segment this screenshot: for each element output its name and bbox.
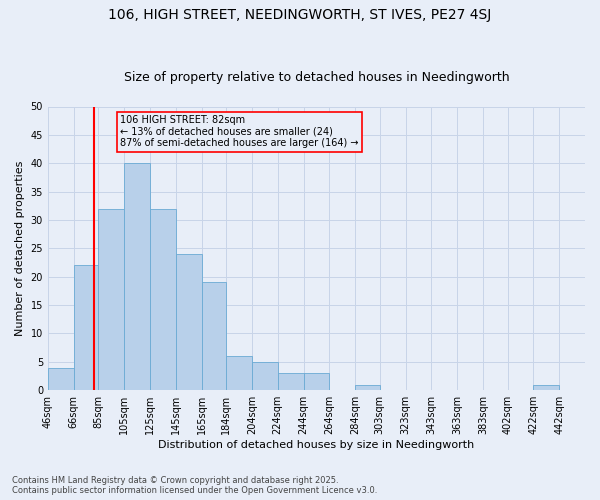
Bar — [278, 373, 304, 390]
Bar — [202, 282, 226, 390]
Bar — [304, 373, 329, 390]
Bar — [124, 163, 150, 390]
Bar — [533, 384, 559, 390]
Bar — [150, 208, 176, 390]
Text: 106 HIGH STREET: 82sqm
← 13% of detached houses are smaller (24)
87% of semi-det: 106 HIGH STREET: 82sqm ← 13% of detached… — [121, 115, 359, 148]
Bar — [355, 384, 380, 390]
X-axis label: Distribution of detached houses by size in Needingworth: Distribution of detached houses by size … — [158, 440, 475, 450]
Bar — [252, 362, 278, 390]
Bar — [48, 368, 74, 390]
Text: 106, HIGH STREET, NEEDINGWORTH, ST IVES, PE27 4SJ: 106, HIGH STREET, NEEDINGWORTH, ST IVES,… — [109, 8, 491, 22]
Bar — [98, 208, 124, 390]
Text: Contains HM Land Registry data © Crown copyright and database right 2025.
Contai: Contains HM Land Registry data © Crown c… — [12, 476, 377, 495]
Title: Size of property relative to detached houses in Needingworth: Size of property relative to detached ho… — [124, 72, 509, 85]
Bar — [176, 254, 202, 390]
Bar — [74, 266, 98, 390]
Y-axis label: Number of detached properties: Number of detached properties — [15, 160, 25, 336]
Bar — [226, 356, 252, 390]
